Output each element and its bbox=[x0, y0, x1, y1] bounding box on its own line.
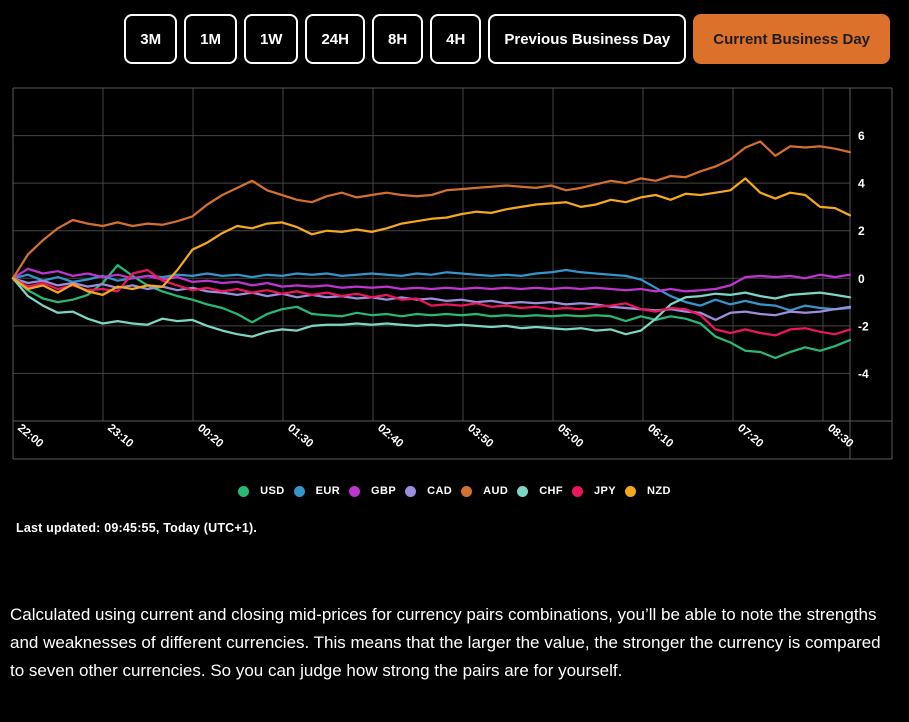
legend-item-gbp[interactable]: GBP bbox=[349, 485, 396, 497]
x-axis-label: 06:10 bbox=[645, 422, 675, 450]
timeframe-toolbar: 3M 1M 1W 24H 8H 4H Previous Business Day Curren… bbox=[124, 14, 890, 64]
series-line-usd[interactable] bbox=[11, 264, 852, 360]
chart-legend: USD EUR GBP CAD AUD CHF JPY NZD bbox=[0, 481, 909, 501]
legend-label-usd: USD bbox=[260, 485, 285, 497]
timeframe-button-1w[interactable]: 1W bbox=[243, 14, 299, 64]
legend-label-cad: CAD bbox=[427, 485, 453, 497]
legend-label-aud: AUD bbox=[483, 485, 509, 497]
series-line-aud[interactable] bbox=[11, 140, 852, 280]
timeframe-button-8h[interactable]: 8H bbox=[371, 14, 424, 64]
legend-label-gbp: GBP bbox=[371, 485, 397, 497]
x-axis-label: 08:30 bbox=[825, 422, 855, 450]
series-line-eur[interactable] bbox=[11, 268, 852, 312]
series-line-chf[interactable] bbox=[11, 277, 852, 338]
timeframe-button-current-business-day[interactable]: Current Business Day bbox=[693, 14, 890, 64]
legend-label-nzd: NZD bbox=[647, 485, 671, 497]
y-axis-label: -4 bbox=[858, 367, 869, 381]
legend-dot-gbp bbox=[349, 485, 361, 497]
series-line-nzd[interactable] bbox=[11, 177, 852, 297]
legend-dot-chf bbox=[517, 485, 529, 497]
timeframe-button-1m[interactable]: 1M bbox=[184, 14, 237, 64]
timeframe-button-4h[interactable]: 4H bbox=[430, 14, 482, 64]
x-axis-label: 02:40 bbox=[375, 422, 405, 450]
legend-label-chf: CHF bbox=[539, 485, 563, 497]
y-axis-label: 6 bbox=[858, 129, 865, 143]
legend-dot-jpy bbox=[572, 485, 583, 497]
timeframe-button-previous-business-day[interactable]: Previous Business Day bbox=[488, 14, 687, 64]
legend-dot-usd bbox=[238, 485, 250, 497]
legend-item-nzd[interactable]: NZD bbox=[625, 485, 671, 497]
y-axis-label: 4 bbox=[858, 177, 865, 191]
x-axis-label: 22:00 bbox=[15, 422, 45, 450]
timeframe-button-24h[interactable]: 24H bbox=[305, 14, 365, 64]
x-axis-label: 05:00 bbox=[555, 422, 585, 450]
x-axis-label: 23:10 bbox=[105, 422, 135, 450]
series-line-jpy[interactable] bbox=[11, 268, 852, 337]
legend-item-chf[interactable]: CHF bbox=[517, 485, 563, 497]
legend-item-usd[interactable]: USD bbox=[238, 485, 284, 497]
legend-item-eur[interactable]: EUR bbox=[293, 485, 341, 497]
x-axis-label: 01:30 bbox=[285, 422, 315, 450]
legend-item-cad[interactable]: CAD bbox=[405, 485, 452, 497]
strength-chart-svg[interactable]: 6 4 2 0 -2 -4 22:00 23:10 00:20 01:30 02:40 03:50 05… bbox=[10, 85, 895, 465]
timeframe-button-3m[interactable]: 3M bbox=[124, 14, 178, 64]
y-axis-label: -2 bbox=[858, 319, 869, 333]
x-axis-label: 03:50 bbox=[465, 422, 495, 450]
last-updated-text: Last updated: 09:45:55, Today (UTC+1). bbox=[16, 521, 258, 535]
legend-dot-aud bbox=[461, 485, 473, 497]
chart-axis-labels: 6 4 2 0 -2 -4 22:00 23:10 00:20 01:30 02:40 03:50 05… bbox=[15, 129, 869, 450]
description-text: Calculated using current and closing mid… bbox=[10, 605, 881, 681]
chart-series bbox=[11, 140, 852, 360]
strength-chart[interactable]: 6 4 2 0 -2 -4 22:00 23:10 00:20 01:30 02:40 03:50 05… bbox=[10, 85, 895, 465]
legend-dot-nzd bbox=[625, 485, 636, 497]
legend-label-jpy: JPY bbox=[594, 485, 616, 497]
x-axis-label: 07:20 bbox=[735, 422, 765, 450]
chart-grid bbox=[13, 88, 850, 421]
y-axis-label: 0 bbox=[858, 272, 865, 286]
legend-dot-cad bbox=[405, 485, 417, 497]
series-line-cad[interactable] bbox=[11, 277, 852, 322]
legend-item-aud[interactable]: AUD bbox=[461, 485, 508, 497]
legend-label-eur: EUR bbox=[315, 485, 341, 497]
legend-item-jpy[interactable]: JPY bbox=[572, 485, 616, 497]
chart-axes bbox=[12, 87, 893, 460]
series-line-gbp[interactable] bbox=[11, 267, 852, 293]
x-axis-label: 00:20 bbox=[195, 422, 225, 450]
y-axis-label: 2 bbox=[858, 224, 865, 238]
legend-dot-eur bbox=[293, 485, 305, 497]
